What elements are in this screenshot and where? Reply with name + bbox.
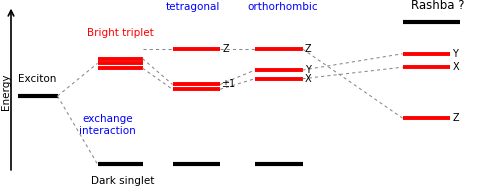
Text: Exciton: Exciton <box>18 74 57 84</box>
Text: orthorhombic: orthorhombic <box>247 2 318 12</box>
Text: Z: Z <box>452 113 459 123</box>
Text: Energy: Energy <box>1 74 11 110</box>
Text: Y: Y <box>452 49 458 59</box>
Text: Y: Y <box>305 65 311 75</box>
Text: ±1: ±1 <box>221 79 235 89</box>
Text: exchange
interaction: exchange interaction <box>79 114 136 136</box>
Text: tetragonal: tetragonal <box>166 2 220 12</box>
Text: X: X <box>305 74 312 84</box>
Text: Z: Z <box>305 44 312 54</box>
Text: Z: Z <box>223 44 230 54</box>
Text: Rashba ?: Rashba ? <box>411 0 464 12</box>
Text: Bright triplet: Bright triplet <box>86 28 154 38</box>
Text: X: X <box>452 62 459 72</box>
Text: Dark singlet: Dark singlet <box>91 176 154 186</box>
